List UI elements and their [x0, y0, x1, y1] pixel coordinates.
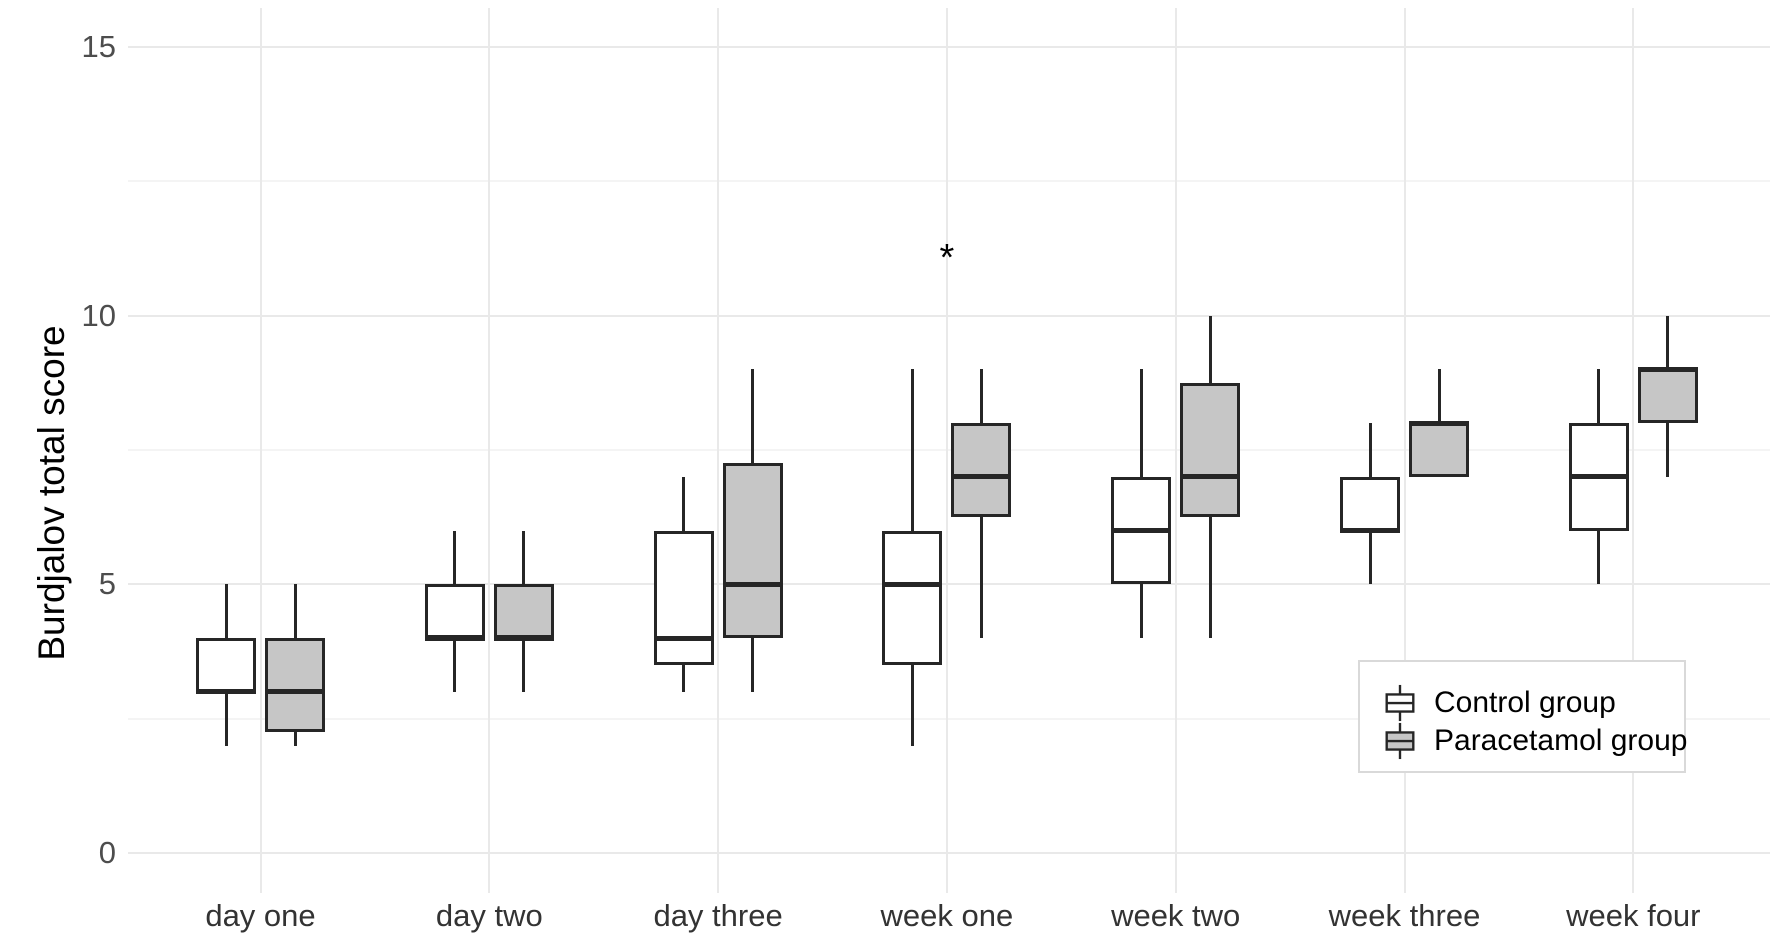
gridline-major [128, 583, 1770, 586]
box-paracetamol-group-week-two [1180, 382, 1241, 518]
x-tick-label: day three [653, 898, 783, 933]
whisker-lower-control-group-week-four [1597, 530, 1601, 585]
legend: Control group Paracetamol group [1358, 660, 1687, 773]
control-boxplot-glyph-icon [1385, 684, 1415, 722]
median-control-group-day-two [424, 635, 485, 641]
whisker-upper-control-group-day-one [224, 584, 228, 639]
x-tick-label: day one [205, 898, 316, 933]
whisker-lower-paracetamol-group-week-four [1666, 423, 1670, 477]
median-paracetamol-group-day-two [493, 635, 554, 641]
box-paracetamol-group-day-three [722, 463, 783, 639]
median-control-group-week-two [1111, 528, 1172, 534]
whisker-upper-paracetamol-group-week-one [979, 369, 983, 424]
whisker-upper-control-group-week-three [1368, 423, 1372, 477]
gridline-minor [128, 180, 1770, 183]
whisker-upper-control-group-week-one [910, 369, 914, 531]
whisker-upper-paracetamol-group-day-one [293, 584, 297, 639]
gridline-vertical [259, 8, 262, 893]
whisker-upper-control-group-day-two [453, 530, 457, 585]
y-tick-label: 15 [81, 29, 116, 64]
legend-entry-paracetamol: Paracetamol group [1382, 722, 1687, 760]
y-tick-label: 0 [98, 835, 116, 870]
y-tick-label: 5 [98, 566, 116, 602]
box-control-group-day-three [653, 530, 714, 665]
gridline-major [128, 852, 1770, 854]
whisker-lower-paracetamol-group-day-one [293, 732, 297, 746]
x-tick-label: day two [435, 898, 543, 933]
box-paracetamol-group-day-one [265, 638, 325, 733]
median-paracetamol-group-week-four [1637, 366, 1698, 372]
x-tick-label: week three [1328, 898, 1481, 933]
whisker-lower-control-group-week-two [1139, 584, 1143, 639]
gridline-vertical [1174, 8, 1177, 893]
gridline-vertical [945, 8, 948, 893]
whisker-upper-paracetamol-group-week-three [1437, 369, 1441, 424]
whisker-lower-paracetamol-group-week-one [979, 517, 983, 639]
box-control-group-day-two [424, 584, 485, 639]
median-paracetamol-group-week-one [951, 474, 1012, 480]
y-tick-label: 10 [81, 297, 116, 333]
box-control-group-week-one [882, 530, 943, 665]
box-paracetamol-group-week-three [1409, 423, 1469, 477]
median-paracetamol-group-day-three [722, 581, 783, 587]
gridline-minor [128, 449, 1770, 451]
significance-asterisk: * [939, 237, 955, 280]
whisker-upper-paracetamol-group-day-two [522, 530, 526, 585]
box-paracetamol-group-week-one [951, 423, 1012, 518]
median-paracetamol-group-day-one [265, 689, 325, 695]
whisker-upper-paracetamol-group-week-two [1208, 315, 1212, 383]
x-tick-label: week four [1566, 898, 1701, 933]
whisker-lower-paracetamol-group-day-two [522, 638, 526, 692]
gridline-major [128, 314, 1770, 317]
whisker-upper-control-group-week-four [1597, 369, 1601, 424]
whisker-lower-control-group-day-one [224, 691, 228, 746]
whisker-lower-control-group-day-two [453, 638, 457, 692]
gridline-vertical [717, 8, 720, 893]
legend-label-paracetamol: Paracetamol group [1434, 724, 1688, 757]
median-control-group-day-three [653, 635, 714, 641]
whisker-upper-control-group-day-three [682, 476, 686, 531]
gridline-vertical [1632, 8, 1635, 893]
gridline-vertical [488, 8, 491, 893]
y-axis-title: Burdjalov total score [31, 325, 72, 661]
box-control-group-week-three [1340, 476, 1400, 531]
paracetamol-boxplot-glyph-icon [1385, 722, 1415, 760]
whisker-lower-control-group-week-one [910, 664, 914, 746]
median-paracetamol-group-week-three [1409, 420, 1469, 426]
legend-label-control: Control group [1434, 686, 1616, 719]
whisker-upper-paracetamol-group-day-three [751, 369, 755, 464]
gridline-minor [128, 717, 1770, 720]
whisker-lower-paracetamol-group-day-three [751, 638, 755, 692]
whisker-upper-control-group-week-two [1139, 369, 1143, 477]
legend-entry-control: Control group [1382, 684, 1668, 722]
gridline-vertical [1403, 8, 1406, 893]
median-control-group-week-four [1568, 474, 1629, 480]
whisker-lower-paracetamol-group-week-two [1208, 517, 1212, 639]
x-tick-label: week two [1111, 898, 1241, 933]
box-control-group-day-one [196, 638, 256, 692]
median-control-group-week-three [1340, 528, 1400, 534]
median-control-group-day-one [196, 689, 256, 695]
whisker-lower-control-group-day-three [682, 664, 686, 692]
box-paracetamol-group-day-two [493, 584, 554, 639]
box-paracetamol-group-week-four [1637, 369, 1698, 424]
x-tick-label: week one [880, 898, 1014, 933]
whisker-upper-paracetamol-group-week-four [1666, 315, 1670, 370]
gridline-major [128, 46, 1770, 48]
median-control-group-week-one [882, 581, 943, 587]
median-paracetamol-group-week-two [1180, 474, 1241, 480]
whisker-lower-control-group-week-three [1368, 530, 1372, 585]
